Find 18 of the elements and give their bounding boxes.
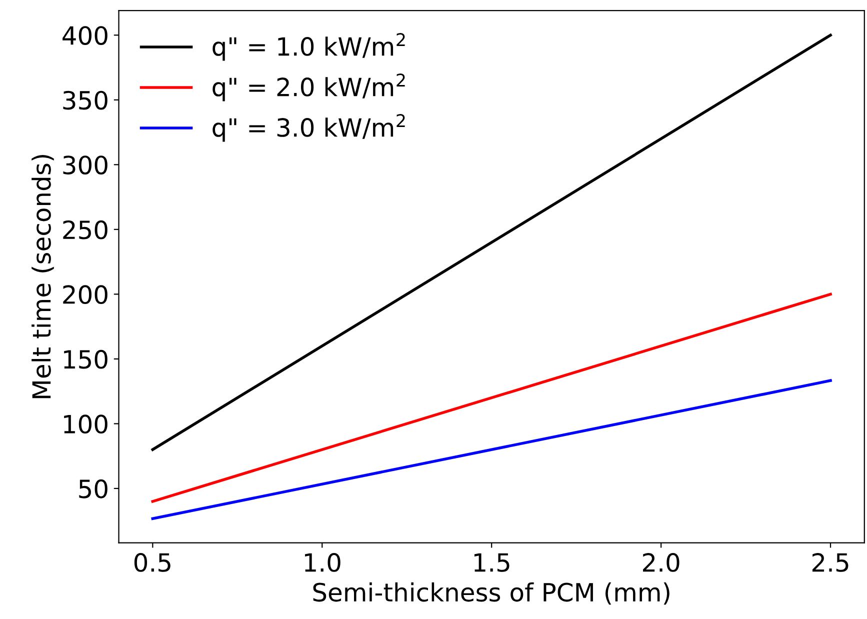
y-tick-label: 350 xyxy=(63,90,108,110)
y-tick-label: 100 xyxy=(64,414,108,434)
x-tick-label: 2.5 xyxy=(812,553,848,572)
y-tick-label: 400 xyxy=(62,26,108,45)
x-tick-label: 0.5 xyxy=(134,553,170,572)
y-tick-label: 300 xyxy=(63,156,108,175)
y-tick-label: 250 xyxy=(63,220,108,240)
y-tick-label: 150 xyxy=(64,350,108,369)
legend-label: q" = 1.0 kW/m$^{2}$ xyxy=(212,33,405,61)
y-axis-title: Melt time (seconds) xyxy=(32,154,54,398)
x-tick-label: 2.0 xyxy=(643,553,680,572)
y-tick-label: 200 xyxy=(63,285,108,304)
legend-label: q" = 2.0 kW/m$^{2}$ xyxy=(212,74,405,102)
x-axis-title: Semi-thickness of PCM (mm) xyxy=(313,582,670,605)
x-tick-label: 1.5 xyxy=(474,553,510,572)
x-tick-label: 1.0 xyxy=(304,553,340,572)
y-tick-label: 50 xyxy=(79,479,108,498)
legend-label: q" = 3.0 kW/m$^{2}$ xyxy=(212,114,405,142)
